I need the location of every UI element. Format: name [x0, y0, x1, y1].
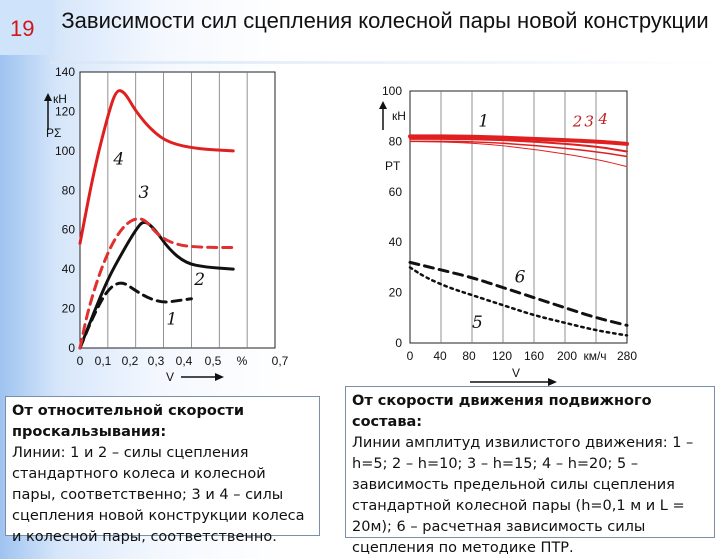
- y-axis-unit: кН: [392, 109, 406, 123]
- curve-label-2: 2: [193, 270, 205, 290]
- x-tick-label: км/ч: [583, 349, 606, 363]
- left-caption-text: Линии: 1 и 2 – силы сцепления стандартно…: [12, 445, 305, 545]
- y-tick-label: 40: [62, 262, 76, 276]
- y-tick-label: 40: [389, 235, 403, 249]
- series-line-2: [78, 220, 235, 350]
- x-tick-label: %: [237, 354, 248, 368]
- y-tick-label: 100: [55, 144, 75, 158]
- slide-title: Зависимости сил сцепления колесной пары …: [61, 8, 709, 33]
- curve-label-1: 1: [166, 309, 177, 329]
- x-tick-label: 80: [462, 349, 476, 363]
- left-caption-heading: От относительной скорости проскальзывани…: [12, 403, 244, 440]
- y-tick-label: 20: [389, 286, 403, 300]
- y-axis-unit: кН: [53, 92, 67, 106]
- right-caption-box: От скорости движения подвижного состава:…: [345, 386, 715, 556]
- x-tick-label: 120: [492, 349, 512, 363]
- series-line-1: [408, 134, 629, 146]
- y-tick-label: 0: [395, 336, 402, 350]
- series-line-6: [408, 260, 629, 327]
- slide-number: 19: [10, 16, 35, 41]
- curve-label-2: 2: [572, 112, 583, 130]
- left-caption-box: От относительной скорости проскальзывани…: [5, 396, 320, 545]
- right-caption-text: Линии амплитуд извилистого движения: 1 –…: [352, 435, 694, 556]
- series-line-3: [78, 217, 235, 350]
- x-axis-label: V: [512, 366, 520, 380]
- x-tick-label: 200: [557, 349, 577, 363]
- right-caption-heading: От скорости движения подвижного состава:: [352, 393, 652, 430]
- x-tick-label: 280: [617, 349, 637, 363]
- curve-label-1: 1: [478, 111, 489, 131]
- y-tick-label: 60: [62, 223, 76, 237]
- x-tick-label: 0,7: [272, 354, 289, 368]
- y-tick-label: 80: [62, 183, 76, 197]
- x-tick-label: 0: [77, 354, 84, 368]
- x-tick-label: 0,1: [95, 354, 112, 368]
- title-underline: [50, 61, 720, 64]
- chart-right: 0 20 40 60 80 100 0 40 80 120 160 200 км/ч 280 кН PT V 1 2…: [379, 84, 637, 386]
- series-line-4: [78, 89, 235, 246]
- slide-number-box: 19: [0, 0, 50, 55]
- x-tick-label: 160: [524, 349, 544, 363]
- y-tick-label: 120: [55, 104, 75, 118]
- curve-label-5: 5: [472, 313, 483, 333]
- y-tick-label: 0: [68, 341, 75, 355]
- y-axis-arrowhead: [44, 93, 52, 101]
- y-tick-label: 20: [62, 302, 76, 316]
- x-tick-label: 0,4: [176, 354, 193, 368]
- curve-label-4: 4: [112, 150, 124, 170]
- x-axis-arrowhead: [215, 373, 224, 381]
- curve-label-6: 6: [515, 268, 526, 288]
- series-line-2: [409, 137, 628, 153]
- plot-frame: [409, 90, 628, 344]
- y-axis-label: PΣ: [46, 126, 61, 140]
- x-tick-label: 0,3: [148, 354, 165, 368]
- series-line-5: [408, 266, 629, 337]
- chart-left: 0 20 40 60 80 100 120 140 0 0,1 0,2 0,3 0,4 0,5% 0,7 кН…: [44, 65, 289, 384]
- y-axis-arrowhead: [379, 101, 387, 109]
- x-axis-arrowhead: [548, 378, 557, 386]
- y-tick-label: 60: [389, 185, 403, 199]
- x-tick-label: 0: [407, 349, 414, 363]
- x-axis-label: V: [166, 370, 174, 384]
- curve-label-4: 4: [597, 110, 608, 128]
- curve-label-3: 3: [584, 112, 594, 130]
- curve-label-3: 3: [139, 183, 150, 203]
- x-tick-label: 0,5: [205, 354, 222, 368]
- series-line-4: [409, 140, 628, 168]
- y-tick-label: 100: [382, 84, 402, 98]
- x-tick-label: 0,2: [122, 354, 139, 368]
- y-tick-label: 80: [389, 134, 403, 148]
- x-tick-label: 40: [433, 349, 447, 363]
- y-tick-label: 140: [55, 65, 75, 79]
- y-axis-label: PT: [385, 159, 401, 173]
